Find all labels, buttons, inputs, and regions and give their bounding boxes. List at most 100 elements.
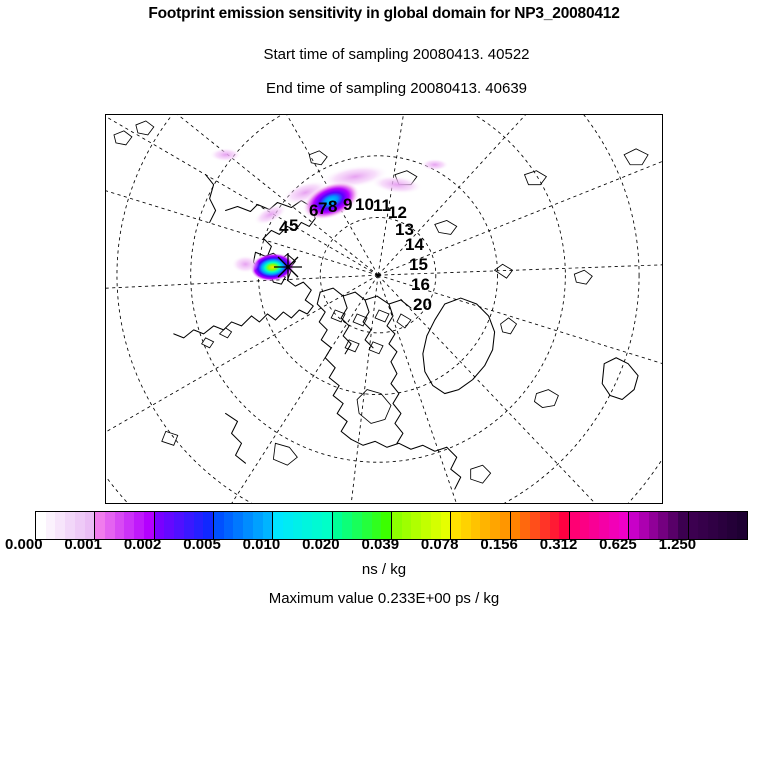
colorbar-step — [174, 512, 184, 539]
transport-plume — [302, 181, 360, 220]
plume-wisp — [253, 204, 288, 225]
colorbar-step — [74, 512, 85, 539]
colorbar[interactable] — [35, 511, 748, 540]
colorbar-step — [273, 512, 284, 539]
colorbar-step — [599, 512, 609, 539]
sampling-time-line: Start time of sampling 20080413. 40522 E… — [0, 29, 768, 114]
colorbar-step — [302, 512, 313, 539]
colorbar-step — [84, 512, 95, 539]
colorbar-step — [361, 512, 372, 539]
colorbar-step — [648, 512, 659, 539]
plume-wisp — [209, 147, 242, 162]
colorbar-step — [658, 512, 669, 539]
colorbar-tick-label: 0.312 — [539, 536, 578, 553]
colorbar-segment — [332, 512, 392, 539]
colorbar-step — [105, 512, 115, 539]
colorbar-step — [451, 512, 462, 539]
colorbar-step — [164, 512, 175, 539]
colorbar-step — [717, 512, 728, 539]
colorbar-tick-label: 0.039 — [361, 536, 400, 553]
plume-wisp — [420, 158, 449, 171]
colorbar-tick-label: 0.005 — [183, 536, 221, 553]
colorbar-step — [608, 512, 619, 539]
colorbar-segment — [510, 512, 570, 539]
colorbar-step — [618, 512, 629, 539]
colorbar-step — [520, 512, 531, 539]
colorbar-step — [629, 512, 639, 539]
colorbar-segment — [154, 512, 214, 539]
colorbar-step — [262, 512, 273, 539]
trajectory-day-label: 5 — [289, 216, 299, 235]
colorbar-segment — [451, 512, 511, 539]
trajectory-day-label: 4 — [279, 218, 289, 237]
colorbar-segment — [629, 512, 689, 539]
colorbar-step — [332, 512, 343, 539]
trajectory-day-label: 7 — [318, 199, 328, 218]
end-time-label: End time of sampling 20080413. 40639 — [265, 80, 528, 97]
trajectory-day-label: 10 — [355, 195, 374, 214]
trajectory-day-label: 6 — [309, 201, 319, 220]
colorbar-segments[interactable] — [35, 511, 748, 540]
colorbar-step — [391, 512, 402, 539]
colorbar-step — [549, 512, 560, 539]
trajectory-day-label: 14 — [405, 235, 424, 254]
colorbar-step — [342, 512, 353, 539]
colorbar-step — [371, 512, 382, 539]
colorbar-step — [440, 512, 451, 539]
colorbar-tick-label: 0.000 — [5, 536, 43, 553]
colorbar-tick-label: 0.001 — [64, 536, 102, 553]
colorbar-step — [134, 512, 144, 539]
release-point-marker[interactable] — [273, 252, 303, 282]
colorbar-step — [559, 512, 569, 539]
colorbar-step — [688, 512, 699, 539]
colorbar-tick-label: 1.250 — [658, 536, 697, 553]
colorbar-segment — [95, 512, 155, 539]
colorbar-step — [203, 512, 213, 539]
colorbar-step — [579, 512, 590, 539]
colorbar-tick-label: 0.078 — [420, 536, 459, 553]
colorbar-step — [45, 512, 56, 539]
colorbar-step — [461, 512, 471, 539]
trajectory-day-label: 13 — [395, 220, 414, 239]
trajectory-day-label: 8 — [328, 197, 338, 216]
colorbar-tick-label: 0.020 — [302, 536, 340, 553]
colorbar-step — [381, 512, 391, 539]
colorbar-step — [55, 512, 66, 539]
colorbar-step — [292, 512, 303, 539]
colorbar-step — [480, 512, 491, 539]
plume-wisp — [231, 255, 260, 274]
colorbar-step — [677, 512, 688, 539]
colorbar-step — [95, 512, 106, 539]
colorbar-step — [569, 512, 580, 539]
colorbar-step — [589, 512, 600, 539]
colorbar-step — [421, 512, 431, 539]
colorbar-tick-labels: 0.000 0.001 0.002 0.005 0.010 0.020 0.039 0.078… — [0, 536, 768, 556]
colorbar-step — [312, 512, 322, 539]
colorbar-step — [401, 512, 412, 539]
colorbar-step — [352, 512, 362, 539]
colorbar-step — [114, 512, 125, 539]
colorbar-tick-label: 0.625 — [599, 536, 637, 553]
colorbar-step — [698, 512, 709, 539]
maximum-value-label: Maximum value 0.233E+00 ps / kg — [268, 590, 500, 607]
trajectory-day-label: 11 — [373, 196, 391, 215]
colorbar-tick-label: 0.002 — [123, 536, 162, 553]
colorbar-step — [243, 512, 253, 539]
colorbar-step — [223, 512, 234, 539]
colorbar-segment — [688, 512, 747, 539]
colorbar-segment — [36, 512, 96, 539]
colorbar-step — [154, 512, 165, 539]
colorbar-segment — [391, 512, 452, 539]
colorbar-step — [530, 512, 540, 539]
colorbar-segment — [273, 512, 333, 539]
colorbar-step — [233, 512, 244, 539]
plume-layer — [209, 147, 449, 282]
map-panel — [105, 114, 663, 504]
colorbar-step — [143, 512, 154, 539]
colorbar-step — [36, 512, 46, 539]
colorbar-step — [668, 512, 678, 539]
colorbar-step — [737, 512, 747, 539]
colorbar-segment — [569, 512, 630, 539]
colorbar-step — [193, 512, 204, 539]
